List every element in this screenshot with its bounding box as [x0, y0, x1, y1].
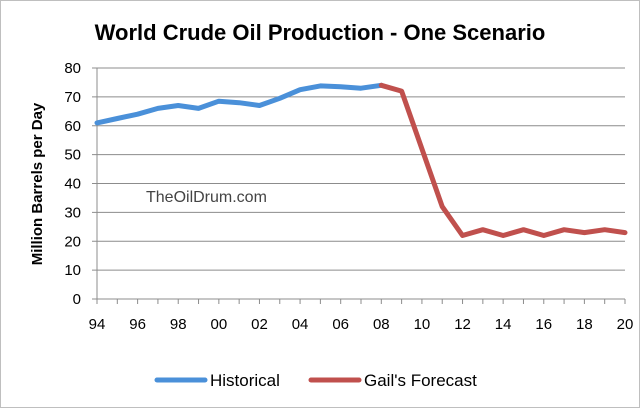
x-tick-label: 96 — [129, 316, 146, 333]
legend-item: Historical — [154, 371, 280, 390]
watermark-annotation: TheOilDrum.com — [146, 189, 267, 206]
x-tick-label: 10 — [414, 316, 431, 333]
x-tick-label: 94 — [89, 316, 106, 333]
y-tick-label: 10 — [64, 262, 81, 279]
x-tick-label: 16 — [535, 316, 552, 333]
x-tick-label: 00 — [211, 316, 228, 333]
y-tick-labels: 0 10 20 30 40 50 60 70 80 — [64, 60, 81, 308]
x-tick-label: 02 — [251, 316, 268, 333]
x-tick-label: 06 — [332, 316, 349, 333]
x-tick-label: 98 — [170, 316, 187, 333]
gridlines — [97, 67, 625, 271]
x-tick-labels: 94 96 98 00 02 04 06 08 10 12 14 16 18 20 — [89, 316, 634, 333]
y-tick-label: 80 — [64, 60, 81, 77]
legend-label: Historical — [210, 371, 280, 390]
series-lines — [94, 82, 628, 238]
y-tick-label: 70 — [64, 89, 81, 106]
axes — [92, 67, 626, 304]
y-tick-label: 0 — [73, 291, 81, 308]
x-tick-label: 20 — [617, 316, 634, 333]
y-tick-label: 40 — [64, 176, 81, 193]
y-tick-label: 30 — [64, 204, 81, 221]
series-line-forecast — [378, 82, 628, 238]
x-tick-label: 04 — [292, 316, 309, 333]
x-tick-label: 18 — [576, 316, 593, 333]
y-tick-label: 50 — [64, 147, 81, 164]
legend-label: Gail's Forecast — [364, 371, 477, 390]
y-tick-label: 60 — [64, 118, 81, 135]
chart-title: World Crude Oil Production - One Scenari… — [95, 20, 546, 45]
series-line-historical — [94, 82, 384, 126]
x-tick-label: 08 — [373, 316, 390, 333]
legend-item: Gail's Forecast — [308, 371, 477, 390]
legend: Historical Gail's Forecast — [154, 371, 477, 390]
x-tick-label: 14 — [495, 316, 512, 333]
x-tick-label: 12 — [454, 316, 471, 333]
y-tick-label: 20 — [64, 233, 81, 250]
y-axis-label: Million Barrels per Day — [29, 102, 46, 265]
